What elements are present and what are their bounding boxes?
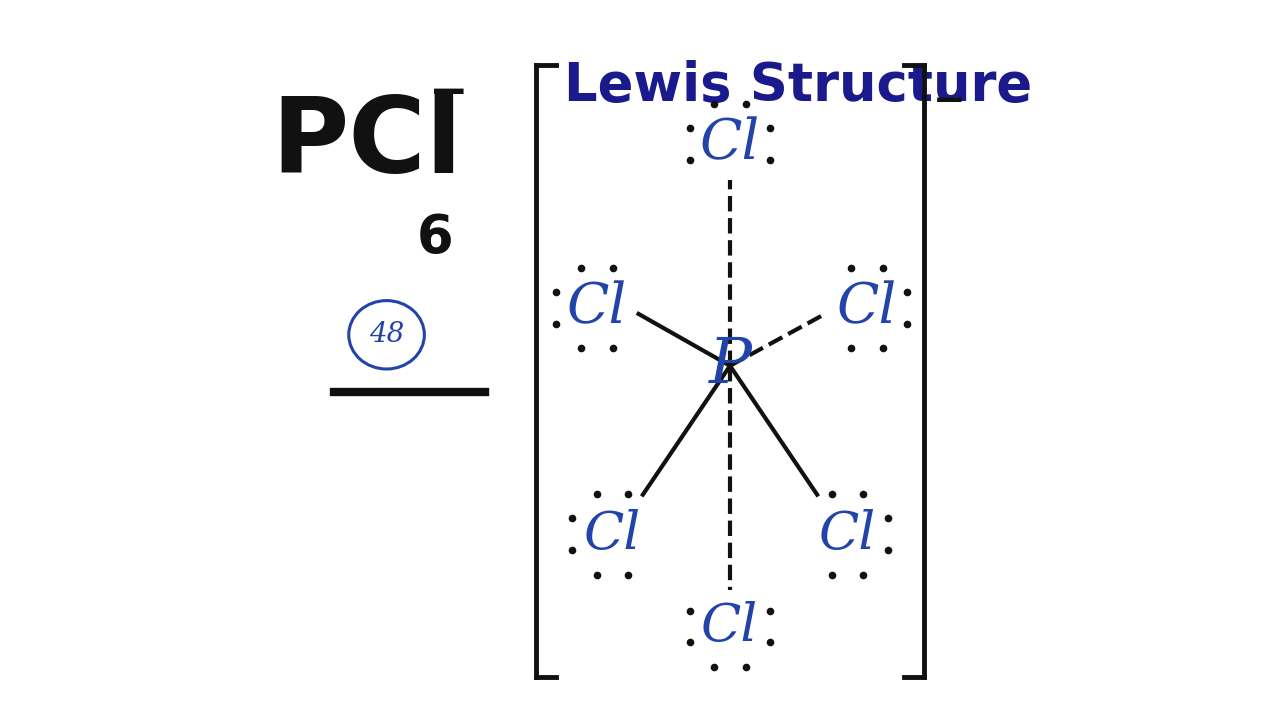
Text: Cl: Cl [819,509,876,559]
Text: −: − [429,71,468,116]
Text: −: − [933,82,966,120]
Text: Lewis Structure: Lewis Structure [564,60,1033,112]
Text: Cl: Cl [584,509,641,559]
Text: P: P [709,335,751,397]
Text: PCl: PCl [271,93,462,195]
Text: Cl: Cl [701,601,759,652]
Text: 6: 6 [416,212,453,264]
Text: 48: 48 [369,321,404,348]
Text: Cl: Cl [700,117,760,171]
Text: Cl: Cl [837,281,897,336]
Text: Cl: Cl [567,281,627,336]
